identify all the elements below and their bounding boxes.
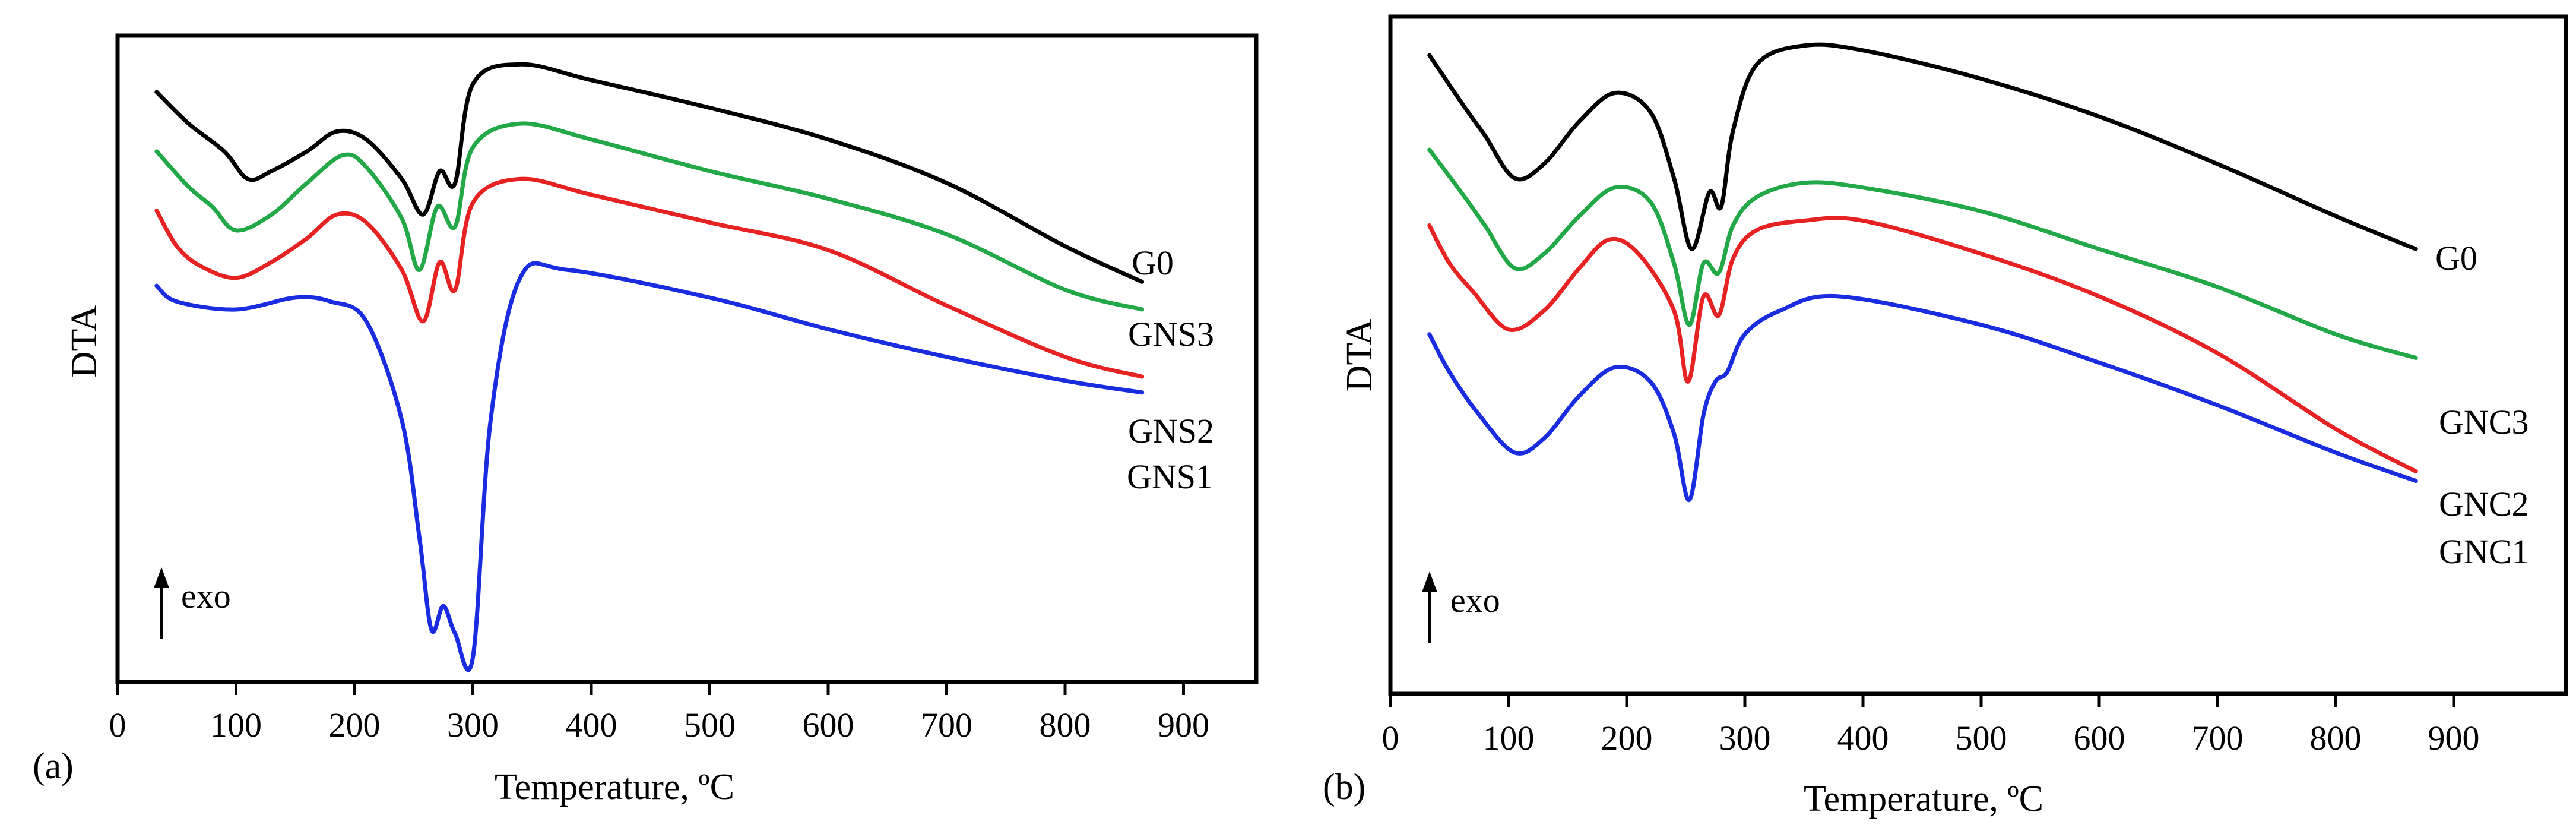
panel-a-series-gns2 (154, 176, 1145, 379)
panel-a-tick-label-400: 400 (566, 706, 617, 744)
panel-b-series-gnc2 (1427, 216, 2418, 474)
panel-a-tick-label-500: 500 (684, 706, 736, 744)
panel-b-label-gnc1: GNC1 (2439, 532, 2529, 571)
panel-b-curves (1427, 42, 2418, 502)
panel-a-series-gns1 (154, 261, 1145, 672)
panel-b-label-gnc2: GNC2 (2439, 485, 2529, 523)
panel-b-tick-label-200: 200 (1601, 719, 1653, 757)
panel-a-tick-label-800: 800 (1040, 706, 1091, 744)
panel-a-tick-label-700: 700 (921, 706, 972, 744)
panel-b-tick-label-900: 900 (2428, 719, 2480, 757)
panel-b-series-g0 (1427, 42, 2418, 251)
panel-a-tick-label-0: 0 (109, 706, 126, 744)
panel-a-tick-label-600: 600 (803, 706, 854, 744)
panel-b-frame (1388, 14, 2568, 696)
panel-a-tick-label-900: 900 (1158, 706, 1209, 744)
panel-b-label-gnc3: GNC3 (2439, 403, 2529, 441)
panel-a-y-axis-title: DTA (64, 305, 104, 378)
panel-a-x-tick-labels: 0 100 200 300 400 500 600 700 800 900 (109, 706, 1210, 744)
panel-b-tick-label-0: 0 (1382, 719, 1399, 757)
panel-b-y-axis-title: DTA (1339, 319, 1380, 392)
panel-a-label-gns1: GNS1 (1127, 457, 1213, 496)
panel-a-series-labels: G0 GNS3 GNS2 GNS1 (1127, 244, 1214, 496)
panel-a-exo-label: exo (181, 577, 231, 615)
panel-b-tick-label-600: 600 (2074, 719, 2125, 757)
panel-b-exo-arrow-icon (1422, 571, 1437, 643)
panel-b-label-g0: G0 (2435, 239, 2477, 277)
panel-a-x-ticks (116, 682, 1185, 695)
panel-a-frame (115, 33, 1259, 684)
panel-a-label-g0: G0 (1132, 244, 1174, 282)
panel-b-exo-label: exo (1450, 581, 1500, 620)
panel-b-x-axis-title: Temperature, ºC (1804, 779, 2043, 819)
panel-a-tick-label-200: 200 (329, 706, 381, 744)
panel-b: 0 100 200 300 400 500 600 700 800 900 G0… (1323, 14, 2568, 819)
panel-b-x-ticks (1389, 694, 2455, 707)
panel-b-tick-label-500: 500 (1956, 719, 2007, 757)
panel-a-tag: (a) (33, 746, 74, 786)
panel-b-series-gnc3 (1427, 147, 2418, 360)
panel-a-label-gns2: GNS2 (1128, 412, 1214, 450)
panel-a-tick-label-100: 100 (210, 706, 262, 744)
panel-a-series-gns3 (154, 121, 1145, 312)
panel-a-series-g0 (154, 62, 1145, 284)
panel-b-series-gnc1 (1427, 293, 2418, 502)
panel-a-curves (154, 62, 1145, 672)
panel-a-x-axis-title: Temperature, ºC (495, 767, 734, 807)
panel-b-tick-label-300: 300 (1719, 719, 1771, 757)
panel-b-series-labels: G0 GNC3 GNC2 GNC1 (2435, 239, 2529, 571)
panel-b-tag: (b) (1323, 767, 1365, 807)
panel-a-exo-arrow-icon (154, 567, 169, 639)
panel-b-tick-label-800: 800 (2310, 719, 2362, 757)
panel-b-tick-label-400: 400 (1837, 719, 1889, 757)
panel-a-label-gns3: GNS3 (1128, 315, 1214, 353)
panel-b-x-tick-labels: 0 100 200 300 400 500 600 700 800 900 (1382, 719, 2480, 757)
panel-a-tick-label-300: 300 (447, 706, 499, 744)
panel-b-tick-label-100: 100 (1483, 719, 1535, 757)
panel-b-tick-label-700: 700 (2192, 719, 2244, 757)
panel-a: 0 100 200 300 400 500 600 700 800 900 G0… (33, 33, 1259, 807)
